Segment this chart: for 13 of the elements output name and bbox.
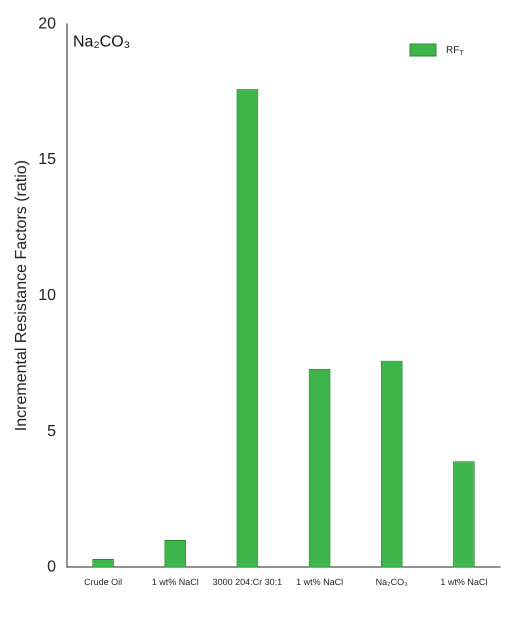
annotation: Na₂CO₃ bbox=[72, 33, 130, 50]
x-tick-label: Crude Oil bbox=[84, 577, 122, 588]
y-tick-label: 0 bbox=[47, 558, 56, 576]
x-tick-label: Na₂CO₃ bbox=[376, 577, 408, 588]
x-tick-label: 1 wt% NaCl bbox=[440, 577, 488, 588]
y-tick-label: 5 bbox=[47, 422, 56, 440]
x-tick-label: 3000 204:Cr 30:1 bbox=[212, 577, 282, 588]
y-tick-label: 15 bbox=[38, 151, 56, 168]
y-tick-label: 10 bbox=[38, 287, 56, 304]
x-tick-label: 1 wt% NaCl bbox=[152, 577, 199, 588]
y-axis-title: Incremental Resistance Factors (ratio) bbox=[13, 160, 30, 432]
x-tick-label: 1 wt% NaCl bbox=[296, 577, 344, 588]
y-tick-label: 20 bbox=[38, 15, 56, 32]
